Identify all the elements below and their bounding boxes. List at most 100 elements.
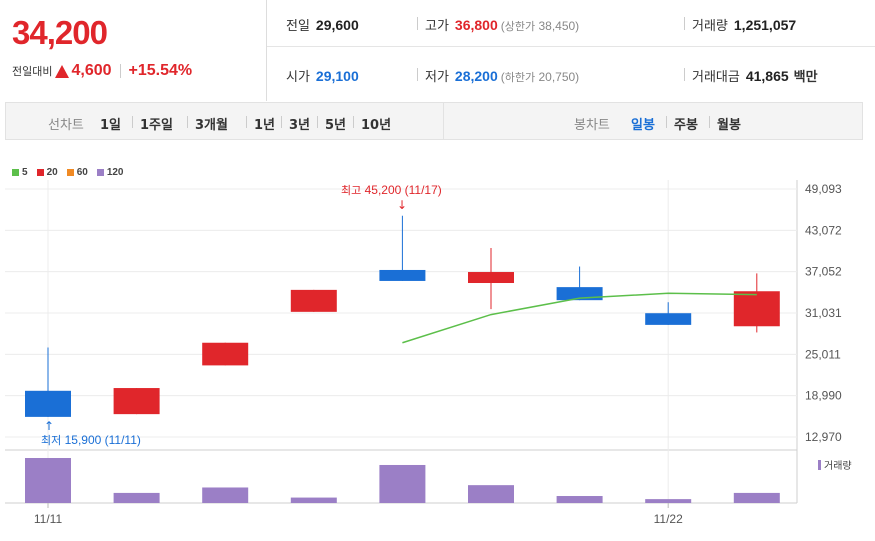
divider (684, 68, 685, 81)
candle-body (468, 272, 514, 284)
candle-body (202, 342, 249, 366)
y-tick-label: 37,052 (805, 265, 842, 279)
tab-period-10y[interactable]: 10년 (361, 118, 392, 133)
stat-prev-close: 전일 29,600 (286, 15, 359, 34)
volume-bar (379, 464, 426, 503)
legend-swatch (96, 169, 104, 176)
divider (267, 46, 875, 47)
up-triangle-icon (55, 64, 70, 78)
tab-period-1w[interactable]: 1주일 (140, 118, 173, 133)
divider (246, 116, 247, 128)
volume-label: 거래량 (824, 461, 852, 472)
tab-weekly-candle[interactable]: 주봉 (674, 118, 698, 133)
y-tick-label: 49,093 (805, 182, 842, 196)
tab-daily-candle[interactable]: 일봉 (631, 118, 655, 133)
chart-legend: 5 20 60 120 (12, 167, 133, 178)
stat-volume: 거래량 1,251,057 (692, 15, 796, 34)
divider (443, 103, 444, 139)
divider (666, 116, 667, 128)
divider (317, 116, 318, 128)
divider (684, 17, 685, 30)
volume-bar (290, 497, 337, 503)
y-tick-label: 31,031 (805, 306, 842, 320)
annotation-date: (11/17) (404, 183, 442, 197)
divider (281, 116, 282, 128)
stat-low: 저가 28,200 (하한가 20,750) (425, 66, 579, 85)
chart-tab-bar: 선차트 1일 1주일 3개월 1년 3년 5년 10년 봉차트 일봉 주봉 월봉 (5, 102, 863, 140)
stat-open: 시가 29,100 (286, 66, 359, 85)
note-value: 38,450 (538, 19, 576, 33)
annotation-value: 45,200 (364, 183, 402, 197)
tab-monthly-candle[interactable]: 월봉 (717, 118, 741, 133)
stat-note: (상한가 38,450) (500, 19, 580, 33)
tab-period-5y[interactable]: 5년 (325, 118, 347, 133)
y-tick-label: 12,970 (805, 430, 842, 444)
legend-item-ma60[interactable]: 60 (66, 167, 88, 178)
price-change: 전일대비 4,600 +15.54% (12, 62, 192, 80)
legend-label: 5 (22, 167, 28, 178)
volume-bar (733, 492, 780, 503)
annotation-label: 최고 (341, 184, 362, 197)
legend-item-ma120[interactable]: 120 (96, 167, 124, 178)
volume-legend: 거래량 (818, 457, 852, 472)
change-percent: +15.54% (128, 62, 193, 79)
stat-value: 29,100 (315, 68, 359, 84)
stat-amount: 거래대금 41,865 백만 (692, 66, 824, 85)
note-label: 상한가 (504, 20, 536, 33)
divider (132, 116, 133, 128)
tab-period-3y[interactable]: 3년 (289, 118, 311, 133)
y-tick-label: 25,011 (805, 347, 841, 361)
y-tick-label: 18,990 (805, 389, 842, 403)
arrow-up-icon: ↑ (44, 419, 55, 433)
ma5-line (402, 292, 757, 344)
stat-high: 고가 36,800 (상한가 38,450) (425, 15, 579, 34)
volume-bar (25, 458, 71, 503)
legend-label: 20 (46, 167, 58, 178)
candle-body (290, 289, 337, 312)
stat-label: 시가 (286, 70, 310, 85)
legend-swatch (66, 169, 74, 176)
note-label: 하한가 (504, 71, 536, 84)
stat-label: 거래량 (692, 19, 728, 34)
volume-bar (645, 499, 692, 503)
price-summary: 34,200 전일대비 4,600 +15.54% (0, 0, 266, 101)
y-tick-label: 43,072 (805, 223, 842, 237)
tab-period-1y[interactable]: 1년 (254, 118, 276, 133)
candle-body (113, 388, 160, 415)
divider (709, 116, 710, 128)
stat-unit: 백만 (793, 70, 818, 85)
candle-body (645, 313, 692, 325)
candle-chart-label: 봉차트 (574, 118, 610, 133)
annotation-label: 최저 (41, 434, 62, 447)
candle-body (379, 269, 426, 281)
candle-body (733, 291, 780, 327)
arrow-down-icon: ↓ (397, 198, 408, 212)
stat-label: 전일 (286, 19, 310, 34)
high-annotation: 최고 45,200 (11/17) (341, 182, 442, 198)
divider (353, 116, 354, 128)
stat-value: 36,800 (454, 17, 498, 33)
volume-bar (113, 492, 160, 503)
stat-value: 1,251,057 (733, 17, 797, 33)
volume-bar (556, 496, 603, 503)
volume-bar (202, 487, 249, 503)
legend-item-ma20[interactable]: 20 (36, 167, 58, 178)
stat-label: 거래대금 (692, 70, 740, 85)
low-annotation: 최저 15,900 (11/11) (41, 432, 141, 448)
change-value: 4,600 (71, 62, 112, 79)
volume-bar (468, 485, 514, 503)
change-label: 전일대비 (12, 66, 53, 78)
legend-item-ma5[interactable]: 5 (12, 167, 28, 178)
tab-period-1d[interactable]: 1일 (100, 118, 122, 133)
divider (266, 0, 267, 101)
tab-period-3m[interactable]: 3개월 (195, 118, 228, 133)
stat-value: 41,865 (745, 68, 789, 84)
stat-note: (하한가 20,750) (500, 70, 580, 84)
divider (417, 68, 418, 81)
legend-label: 120 (106, 167, 124, 178)
legend-label: 60 (76, 167, 88, 178)
divider (119, 64, 121, 78)
stat-label: 저가 (425, 70, 449, 85)
divider (187, 116, 188, 128)
